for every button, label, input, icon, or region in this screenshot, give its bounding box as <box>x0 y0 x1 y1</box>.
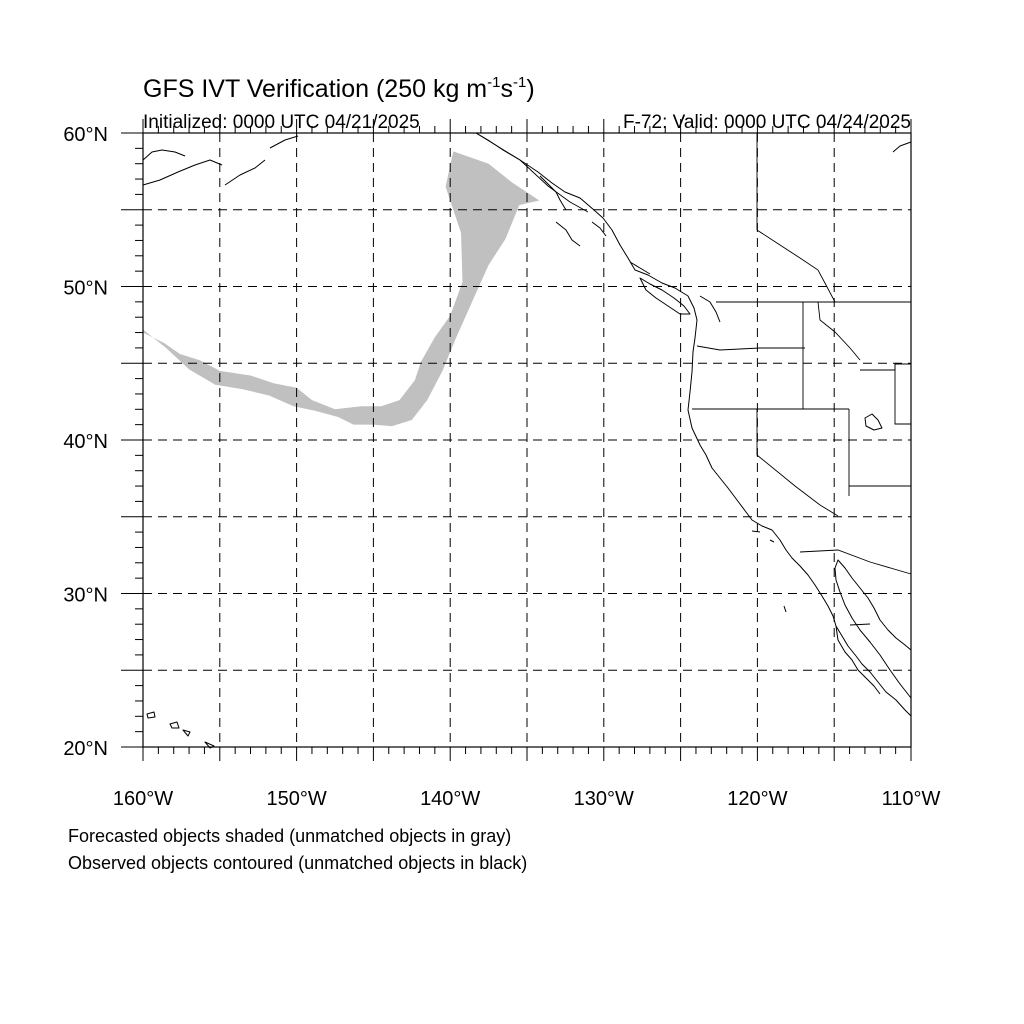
x-tick-label: 150°W <box>266 788 326 810</box>
caption-observed: Observed objects contoured (unmatched ob… <box>68 853 527 873</box>
x-tick-label: 130°W <box>574 788 634 810</box>
great-salt-lake <box>864 413 883 431</box>
alaska-bc-border <box>475 132 589 213</box>
coastlines <box>142 132 912 749</box>
hudson-bay-fragment <box>892 141 912 153</box>
map-panel <box>142 132 912 749</box>
wyoming-utah-border <box>894 364 911 425</box>
oregon-washington-border <box>696 345 805 351</box>
hawaii-islands <box>146 711 215 749</box>
map-title-close: ) <box>526 75 534 103</box>
map-title-exp2: -1 <box>513 74 526 91</box>
graticule <box>143 133 911 747</box>
baja-state-border <box>849 623 871 626</box>
axis-ticks <box>121 119 912 761</box>
north-america-west-coast <box>475 132 912 717</box>
bc-alberta-border <box>756 133 836 303</box>
montana-idaho-border <box>817 301 861 361</box>
valid-time: F-72: Valid: 0000 UTC 04/24/2025 <box>623 112 911 133</box>
caption-forecast: Forecasted objects shaded (unmatched obj… <box>68 826 511 846</box>
political-borders <box>475 132 912 626</box>
initialized-time: Initialized: 0000 UTC 04/21/2025 <box>143 112 420 133</box>
y-tick-label: 60°N <box>63 124 108 146</box>
channel-islands <box>751 530 787 613</box>
map-title: GFS IVT Verification (250 kg m-1s-1) <box>143 74 535 103</box>
y-tick-label: 50°N <box>63 278 108 300</box>
x-tick-label: 120°W <box>727 788 787 810</box>
y-tick-label: 30°N <box>63 585 108 607</box>
vancouver-island <box>639 277 691 315</box>
axis-tick-labels: 160°W 150°W 140°W 130°W 120°W 110°W 60°N 50°N 40… <box>63 124 940 810</box>
map-title-exp1: -1 <box>487 74 500 91</box>
alaska-coast <box>142 135 299 186</box>
map-title-mid: s <box>500 75 513 103</box>
y-tick-label: 20°N <box>63 738 108 760</box>
california-nevada-border <box>756 409 839 517</box>
map-title-prefix: GFS IVT Verification (250 kg m <box>143 75 487 103</box>
x-tick-label: 140°W <box>420 788 480 810</box>
x-tick-label: 160°W <box>113 788 173 810</box>
us-mexico-border <box>799 549 912 575</box>
gulf-of-california-coast <box>834 559 912 699</box>
y-tick-label: 40°N <box>63 431 108 453</box>
baja-inner-coast <box>835 625 881 695</box>
forecast-object-unmatched <box>143 151 540 427</box>
x-tick-label: 110°W <box>882 788 941 810</box>
